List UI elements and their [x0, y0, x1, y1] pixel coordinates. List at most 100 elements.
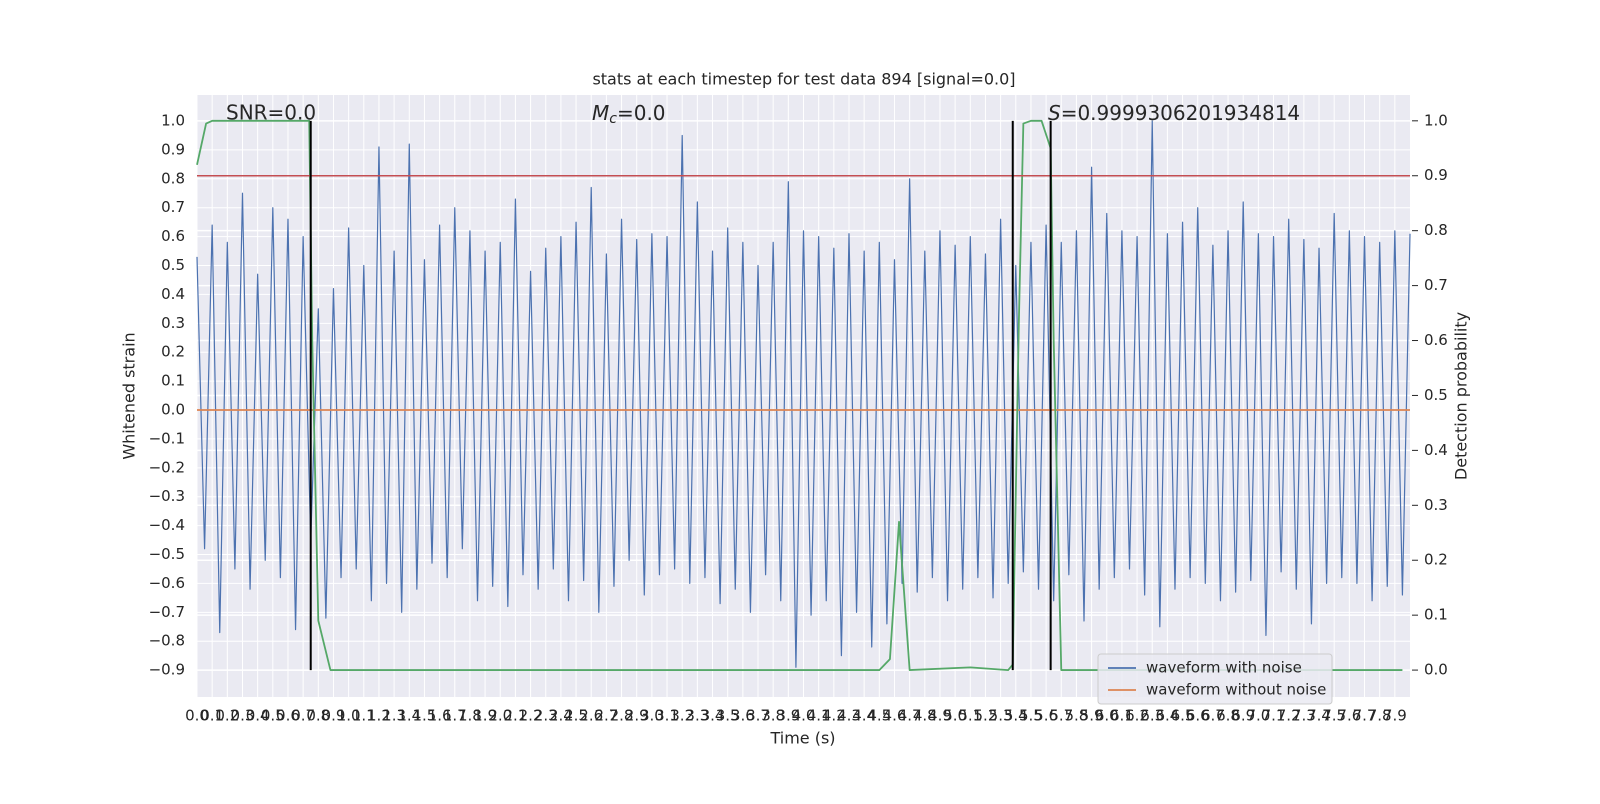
x-axis-label: Time (s): [769, 729, 835, 748]
legend-box: [1097, 653, 1333, 705]
x-tick-label: 1.7: [443, 707, 467, 725]
x-tick-label: 7.7: [1353, 707, 1377, 725]
x-tick-label: 2.6: [579, 707, 603, 725]
y-tick-label: 0.9: [161, 140, 185, 158]
x-tick-label: 3.9: [776, 707, 800, 725]
x-tick-label: 5.5: [1019, 707, 1043, 725]
x-tick-label: 5.3: [989, 707, 1013, 725]
x-tick-label: 4.5: [867, 707, 891, 725]
x-tick-label: 2.0: [488, 707, 512, 725]
x-tick-label: 0.5: [261, 707, 285, 725]
x-tick-label: 6.7: [1201, 707, 1225, 725]
y-tick-label: 0.2: [161, 343, 185, 361]
x-tick-label: 7.2: [1277, 707, 1301, 725]
y-tick-label: −0.8: [149, 632, 185, 650]
x-tick-label: 3.2: [670, 707, 694, 725]
y-tick-label: 0.5: [161, 256, 185, 274]
series-line: [196, 120, 1411, 668]
x-tick-label: 2.9: [625, 707, 649, 725]
x-tick-label: 3.4: [701, 707, 725, 725]
x-tick-label: 2.1: [503, 707, 527, 725]
x-tick-label: 2.3: [534, 707, 558, 725]
y2-tick-label: 0.4: [1424, 441, 1448, 459]
y2-tick-label: 0.8: [1424, 221, 1448, 239]
x-tick-label: 0.1: [200, 707, 224, 725]
y-tick-label: −0.4: [149, 516, 185, 534]
x-tick-label: 7.8: [1368, 707, 1392, 725]
x-tick-label: 7.9: [1383, 707, 1407, 725]
y-tick-label: 0.1: [161, 372, 185, 390]
y2-tick-label: 0.6: [1424, 331, 1448, 349]
x-tick-label: 5.9: [1080, 707, 1104, 725]
y2-tick-label: 0.0: [1424, 661, 1448, 679]
y-tick-label: −0.2: [149, 458, 185, 476]
x-tick-label: 0.7: [291, 707, 315, 725]
y2-tick-label: 0.7: [1424, 276, 1448, 294]
y2-tick-label: 0.9: [1424, 166, 1448, 184]
x-tick-label: 1.2: [367, 707, 391, 725]
x-tick-label: 3.6: [731, 707, 755, 725]
legend-label: waveform without noise: [1146, 681, 1326, 699]
annotation: SNR=0.0: [226, 101, 316, 125]
x-tick-label: 5.4: [1004, 707, 1028, 725]
y-tick-label: −0.9: [149, 661, 185, 679]
x-tick-label: 6.0: [1095, 707, 1119, 725]
x-tick-label: 0.9: [322, 707, 346, 725]
y-tick-label: 0.0: [161, 401, 185, 419]
x-tick-label: 0.8: [306, 707, 330, 725]
y-tick-label: −0.5: [149, 545, 185, 563]
x-tick-label: 5.7: [1049, 707, 1073, 725]
x-tick-label: 1.8: [458, 707, 482, 725]
y-tick-label: −0.3: [149, 487, 185, 505]
x-tick-label: 3.3: [685, 707, 709, 725]
x-tick-label: 3.1: [655, 707, 679, 725]
x-tick-label: 1.3: [382, 707, 406, 725]
x-tick-label: 1.0: [337, 707, 361, 725]
y-tick-label: 0.4: [161, 285, 185, 303]
y2-tick-label: 0.1: [1424, 606, 1448, 624]
x-tick-label: 5.6: [1034, 707, 1058, 725]
chart-title: stats at each timestep for test data 894…: [592, 70, 1015, 89]
x-tick-label: 7.3: [1292, 707, 1316, 725]
y-tick-label: 0.6: [161, 227, 185, 245]
x-tick-label: 3.8: [761, 707, 785, 725]
x-tick-label: 4.8: [913, 707, 937, 725]
x-tick-label: 5.8: [1064, 707, 1088, 725]
x-tick-label: 4.1: [807, 707, 831, 725]
x-tick-label: 7.1: [1262, 707, 1286, 725]
x-tick-label: 1.6: [428, 707, 452, 725]
x-tick-label: 4.6: [883, 707, 907, 725]
y-tick-label: 1.0: [161, 112, 185, 130]
x-tick-label: 6.4: [1155, 707, 1179, 725]
x-tick-label: 3.7: [746, 707, 770, 725]
y2-tick-label: 0.2: [1424, 551, 1448, 569]
x-tick-label: 7.5: [1322, 707, 1346, 725]
x-tick-label: 4.4: [852, 707, 876, 725]
x-tick-label: 4.7: [898, 707, 922, 725]
x-tick-label: 5.2: [974, 707, 998, 725]
x-tick-label: 6.3: [1140, 707, 1164, 725]
y-tick-label: −0.1: [149, 429, 185, 447]
y-tick-label: −0.6: [149, 574, 185, 592]
annotation: Mc=0.0: [592, 101, 666, 128]
y-tick-label: 0.8: [161, 169, 185, 187]
x-tick-label: 6.1: [1110, 707, 1134, 725]
x-tick-label: 6.8: [1216, 707, 1240, 725]
x-tick-label: 2.2: [519, 707, 543, 725]
x-tick-label: 4.3: [837, 707, 861, 725]
x-tick-label: 2.8: [610, 707, 634, 725]
y-tick-label: −0.7: [149, 603, 185, 621]
x-tick-label: 2.5: [564, 707, 588, 725]
y-tick-label: 0.3: [161, 314, 185, 332]
y2-tick-label: 1.0: [1424, 111, 1448, 129]
x-tick-label: 7.6: [1337, 707, 1361, 725]
x-tick-label: 7.0: [1246, 707, 1270, 725]
y2-tick-label: 0.5: [1424, 386, 1448, 404]
x-tick-label: 0.2: [215, 707, 239, 725]
x-tick-label: 5.0: [943, 707, 967, 725]
y2-axis-label: Detection probability: [1452, 312, 1471, 480]
x-tick-label: 7.4: [1307, 707, 1331, 725]
legend-label: waveform with noise: [1146, 659, 1302, 677]
